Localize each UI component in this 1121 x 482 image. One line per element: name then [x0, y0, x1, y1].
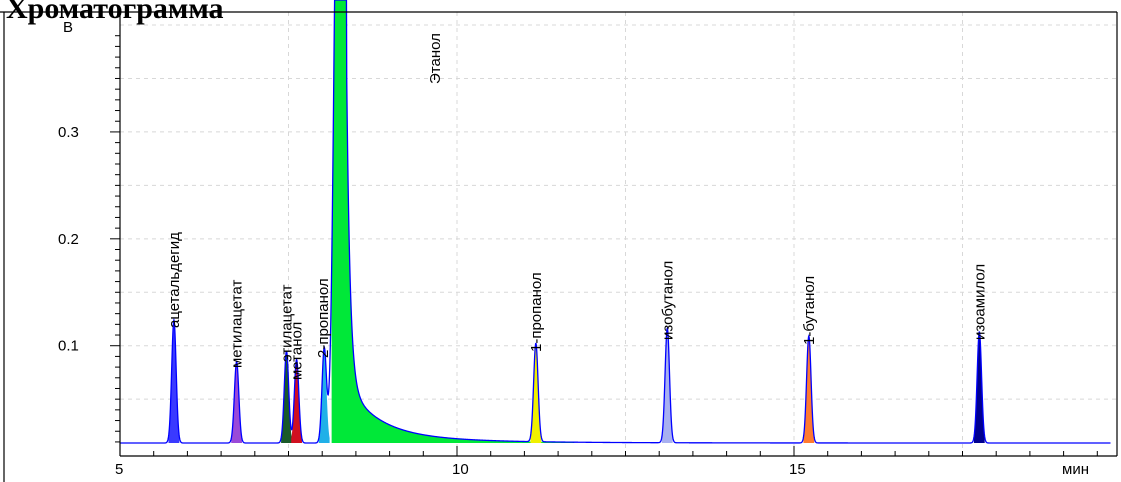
- y-tick-label: 0.2: [58, 231, 79, 248]
- peak-label: этилацетат: [278, 284, 295, 362]
- x-axis-label: мин: [1062, 461, 1089, 478]
- axes: [0, 11, 1118, 482]
- peak-label: 2-пропанол: [315, 278, 332, 358]
- peak-label: метанол: [289, 322, 306, 380]
- x-tick-label: 5: [115, 461, 123, 478]
- peak-label: 1-пропанол: [528, 272, 545, 352]
- peak-label: 1-бутанол: [801, 276, 818, 345]
- grid-lines: [120, 12, 1117, 456]
- peak-fills: [168, 0, 985, 443]
- peak-fill: [331, 0, 575, 443]
- x-tick-label: 15: [789, 461, 806, 478]
- peak-label: ацетальдегид: [166, 232, 183, 328]
- y-axis-ticks: 0.1 0.2 0.3: [58, 35, 120, 443]
- peak-fill: [318, 348, 330, 443]
- peak-fill: [661, 328, 673, 443]
- peak-fill: [281, 351, 292, 443]
- x-tick-label: 10: [452, 461, 469, 478]
- y-tick-label: 0.3: [58, 124, 79, 141]
- peak-fill: [530, 344, 542, 443]
- y-tick-label: 0.1: [58, 338, 79, 355]
- peak-label: метилацетат: [229, 280, 246, 368]
- peak-fill: [803, 336, 815, 443]
- x-axis-ticks: 5 10 15: [115, 446, 1098, 478]
- peak-fill: [291, 359, 302, 443]
- peak-label: изобутанол: [659, 261, 676, 340]
- peak-label: Этанол: [427, 33, 444, 84]
- signal-trace: [120, 0, 1111, 444]
- y-axis-label: В: [63, 19, 73, 36]
- peak-fill: [231, 361, 242, 443]
- peak-fill: [168, 320, 180, 443]
- peak-label: изоамилол: [971, 264, 988, 340]
- peak-fill: [973, 331, 985, 443]
- peak-labels: ацетальдегид метилацетат этилацетатметанол…: [166, 33, 988, 380]
